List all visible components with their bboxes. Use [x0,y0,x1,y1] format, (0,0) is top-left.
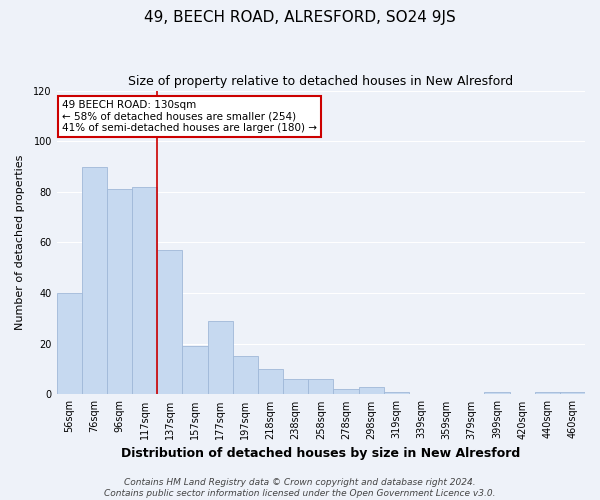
Bar [182,346,208,395]
Bar [157,250,182,394]
Bar [82,166,107,394]
Bar [107,190,132,394]
Bar [308,379,334,394]
Bar [258,369,283,394]
Bar [484,392,509,394]
Bar [384,392,409,394]
Bar [560,392,585,394]
Text: 49 BEECH ROAD: 130sqm
← 58% of detached houses are smaller (254)
41% of semi-det: 49 BEECH ROAD: 130sqm ← 58% of detached … [62,100,317,133]
X-axis label: Distribution of detached houses by size in New Alresford: Distribution of detached houses by size … [121,447,520,460]
Bar [334,390,359,394]
Bar [359,387,384,394]
Bar [283,379,308,394]
Bar [56,293,82,394]
Bar [233,356,258,395]
Text: Contains HM Land Registry data © Crown copyright and database right 2024.
Contai: Contains HM Land Registry data © Crown c… [104,478,496,498]
Title: Size of property relative to detached houses in New Alresford: Size of property relative to detached ho… [128,75,514,88]
Y-axis label: Number of detached properties: Number of detached properties [15,155,25,330]
Bar [132,187,157,394]
Bar [208,321,233,394]
Bar [535,392,560,394]
Text: 49, BEECH ROAD, ALRESFORD, SO24 9JS: 49, BEECH ROAD, ALRESFORD, SO24 9JS [144,10,456,25]
